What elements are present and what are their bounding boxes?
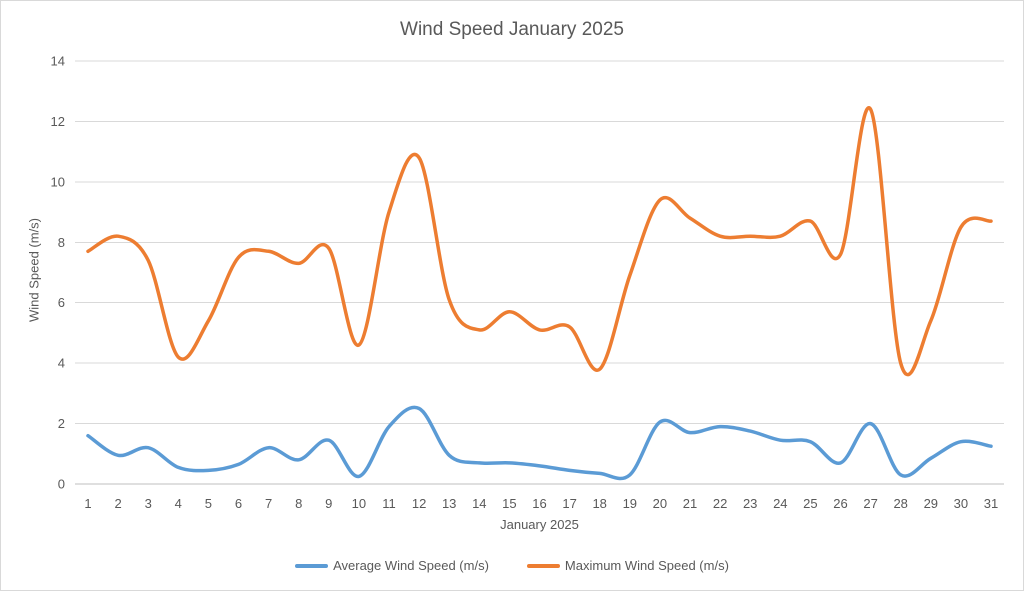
legend-label-average: Average Wind Speed (m/s) <box>333 558 489 573</box>
x-tick-label-10: 10 <box>352 496 366 511</box>
legend-item-maximum: Maximum Wind Speed (m/s) <box>526 558 729 573</box>
y-axis-title: Wind Speed (m/s) <box>26 217 42 323</box>
x-tick-label-24: 24 <box>773 496 787 511</box>
x-tick-label-17: 17 <box>562 496 576 511</box>
legend-label-maximum: Maximum Wind Speed (m/s) <box>564 558 729 573</box>
y-tick-label-2: 2 <box>58 416 65 431</box>
series-line-average-wind-speed <box>86 405 993 481</box>
x-tick-label-1: 1 <box>84 496 91 511</box>
x-tick-label-27: 27 <box>863 496 877 511</box>
x-tick-label-25: 25 <box>803 496 817 511</box>
x-tick-label-13: 13 <box>442 496 456 511</box>
x-tick-label-15: 15 <box>502 496 516 511</box>
x-tick-label-11: 11 <box>382 496 396 511</box>
y-tick-label-4: 4 <box>58 356 65 371</box>
x-tick-label-20: 20 <box>653 496 667 511</box>
x-tick-label-4: 4 <box>175 496 182 511</box>
y-tick-label-8: 8 <box>58 235 65 250</box>
x-tick-label-8: 8 <box>295 496 302 511</box>
x-tick-label-23: 23 <box>743 496 757 511</box>
x-tick-label-28: 28 <box>893 496 907 511</box>
x-tick-label-14: 14 <box>472 496 486 511</box>
x-tick-label-12: 12 <box>412 496 426 511</box>
x-tick-label-2: 2 <box>114 496 121 511</box>
y-tick-label-10: 10 <box>51 174 65 189</box>
legend-line-sample-average <box>295 563 329 568</box>
series-line-maximum-wind-speed <box>86 106 993 377</box>
legend: Average Wind Speed (m/s) Maximum Wind Sp… <box>1 558 1023 573</box>
x-tick-label-30: 30 <box>954 496 968 511</box>
y-tick-label-14: 14 <box>51 54 65 69</box>
x-tick-label-19: 19 <box>623 496 637 511</box>
x-tick-label-6: 6 <box>235 496 242 511</box>
y-tick-label-0: 0 <box>58 477 65 492</box>
x-tick-label-26: 26 <box>833 496 847 511</box>
x-tick-label-29: 29 <box>924 496 938 511</box>
legend-item-average: Average Wind Speed (m/s) <box>295 558 489 573</box>
legend-line-sample-maximum <box>526 563 560 568</box>
x-tick-label-18: 18 <box>592 496 606 511</box>
x-tick-label-3: 3 <box>145 496 152 511</box>
x-tick-label-16: 16 <box>532 496 546 511</box>
x-tick-label-21: 21 <box>683 496 697 511</box>
x-tick-label-5: 5 <box>205 496 212 511</box>
y-tick-label-6: 6 <box>58 295 65 310</box>
x-axis-title: January 2025 <box>500 517 579 532</box>
y-tick-label-12: 12 <box>51 114 65 129</box>
x-tick-label-22: 22 <box>713 496 727 511</box>
x-tick-label-7: 7 <box>265 496 272 511</box>
chart-title: Wind Speed January 2025 <box>400 19 624 40</box>
x-tick-label-31: 31 <box>984 496 998 511</box>
x-tick-label-9: 9 <box>325 496 332 511</box>
